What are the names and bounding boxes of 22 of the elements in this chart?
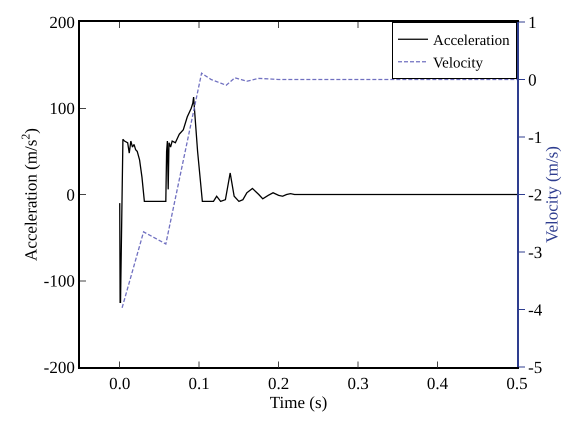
y2-tick-label: -5 (528, 358, 542, 377)
y-tick-label: -100 (44, 272, 75, 291)
y-tick-label: 100 (49, 99, 75, 118)
y2-axis-title: Velocity (m/s) (542, 146, 562, 243)
x-tick-label: 0.2 (268, 374, 290, 394)
y2-tick-label: -2 (528, 185, 542, 204)
y-tick-label: 0 (66, 185, 75, 204)
x-tick-label: 0.0 (109, 374, 130, 394)
y-tick-label: 200 (49, 12, 75, 32)
y2-tick-label: -4 (528, 300, 543, 320)
y2-tick-label: 1 (528, 12, 537, 32)
legend-label: Acceleration (433, 33, 510, 50)
y2-tick-label: 0 (528, 70, 537, 90)
legend-label: Velocity (433, 56, 484, 72)
x-tick-label: 0.3 (347, 374, 369, 394)
y2-tick-label: -3 (528, 242, 542, 262)
x-tick-label: 0.5 (506, 374, 528, 394)
y2-tick-label: -1 (528, 128, 542, 147)
y-tick-label: -200 (44, 358, 75, 377)
x-axis-title: Time (s) (270, 393, 328, 412)
x-tick-label: 0.4 (426, 374, 449, 394)
x-tick-label: 0.1 (188, 374, 210, 394)
